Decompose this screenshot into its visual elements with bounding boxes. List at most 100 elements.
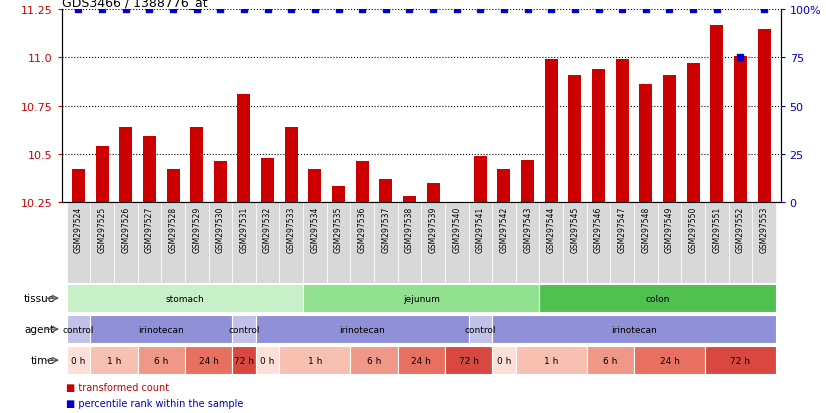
Bar <box>492 202 515 283</box>
Text: 1 h: 1 h <box>544 356 558 365</box>
Text: irinotecan: irinotecan <box>139 325 184 334</box>
Text: 0 h: 0 h <box>260 356 275 365</box>
Bar <box>515 202 539 283</box>
Bar <box>90 202 114 283</box>
Bar <box>279 347 350 374</box>
Bar <box>67 316 90 343</box>
Text: GSM297527: GSM297527 <box>145 206 154 252</box>
Bar <box>185 347 232 374</box>
Text: GSM297537: GSM297537 <box>382 206 391 253</box>
Bar <box>256 347 279 374</box>
Bar <box>374 202 397 283</box>
Text: GSM297536: GSM297536 <box>358 206 367 253</box>
Bar <box>426 183 439 202</box>
Bar <box>639 85 653 202</box>
Text: GSM297530: GSM297530 <box>216 206 225 253</box>
Bar <box>308 170 321 202</box>
Bar <box>474 156 487 202</box>
Bar <box>733 57 747 202</box>
Text: 24 h: 24 h <box>411 356 431 365</box>
Text: agent: agent <box>25 324 55 335</box>
Text: GSM297524: GSM297524 <box>74 206 83 252</box>
Bar <box>167 170 179 202</box>
Bar <box>379 179 392 202</box>
Text: GSM297535: GSM297535 <box>334 206 343 253</box>
Bar <box>445 202 468 283</box>
Text: GSM297552: GSM297552 <box>736 206 745 252</box>
Bar <box>663 76 676 202</box>
Text: GSM297531: GSM297531 <box>240 206 249 252</box>
Text: 0 h: 0 h <box>496 356 511 365</box>
Bar <box>256 316 468 343</box>
Bar <box>445 347 492 374</box>
Bar <box>303 202 327 283</box>
Text: 6 h: 6 h <box>603 356 618 365</box>
Bar <box>161 202 185 283</box>
Bar <box>592 70 605 202</box>
Bar <box>232 347 256 374</box>
Bar <box>468 316 492 343</box>
Bar <box>563 202 586 283</box>
Text: GSM297549: GSM297549 <box>665 206 674 253</box>
Bar <box>586 202 610 283</box>
Bar <box>232 202 256 283</box>
Text: GSM297538: GSM297538 <box>405 206 414 252</box>
Text: 6 h: 6 h <box>154 356 169 365</box>
Bar <box>705 347 776 374</box>
Bar <box>610 202 634 283</box>
Bar <box>586 347 634 374</box>
Bar <box>285 128 297 202</box>
Text: 24 h: 24 h <box>659 356 680 365</box>
Text: GSM297533: GSM297533 <box>287 206 296 253</box>
Text: GSM297534: GSM297534 <box>311 206 320 253</box>
Bar <box>492 316 776 343</box>
Bar <box>190 128 203 202</box>
Bar <box>710 26 724 202</box>
Bar <box>568 76 582 202</box>
Bar <box>350 202 374 283</box>
Bar <box>237 95 250 202</box>
Bar <box>545 60 558 202</box>
Bar <box>214 162 227 202</box>
Text: GSM297525: GSM297525 <box>97 206 107 252</box>
Text: GSM297545: GSM297545 <box>571 206 579 253</box>
Text: irinotecan: irinotecan <box>339 325 385 334</box>
Text: ■ transformed count: ■ transformed count <box>66 382 169 392</box>
Text: control: control <box>464 325 496 334</box>
Bar <box>138 347 185 374</box>
Bar <box>757 30 771 202</box>
Bar <box>261 158 274 202</box>
Bar <box>356 162 368 202</box>
Text: GSM297528: GSM297528 <box>169 206 178 252</box>
Text: time: time <box>31 355 55 366</box>
Bar <box>657 202 681 283</box>
Bar <box>497 170 510 202</box>
Text: GSM297539: GSM297539 <box>429 206 438 253</box>
Text: stomach: stomach <box>165 294 204 303</box>
Text: GSM297544: GSM297544 <box>547 206 556 253</box>
Bar <box>515 347 586 374</box>
Text: 72 h: 72 h <box>234 356 254 365</box>
Bar <box>421 202 445 283</box>
Bar <box>634 202 657 283</box>
Bar <box>279 202 303 283</box>
Text: GSM297547: GSM297547 <box>618 206 627 253</box>
Bar <box>634 347 705 374</box>
Text: GSM297541: GSM297541 <box>476 206 485 252</box>
Text: 72 h: 72 h <box>458 356 478 365</box>
Bar <box>256 202 279 283</box>
Bar <box>143 137 156 202</box>
Text: GSM297542: GSM297542 <box>500 206 509 252</box>
Bar <box>138 202 161 283</box>
Text: GSM297546: GSM297546 <box>594 206 603 253</box>
Text: 1 h: 1 h <box>308 356 322 365</box>
Bar <box>67 202 90 283</box>
Text: colon: colon <box>645 294 670 303</box>
Text: control: control <box>228 325 259 334</box>
Bar <box>303 285 539 312</box>
Bar <box>332 187 345 202</box>
Bar <box>96 147 109 202</box>
Text: 72 h: 72 h <box>730 356 750 365</box>
Bar <box>615 60 629 202</box>
Bar <box>119 128 132 202</box>
